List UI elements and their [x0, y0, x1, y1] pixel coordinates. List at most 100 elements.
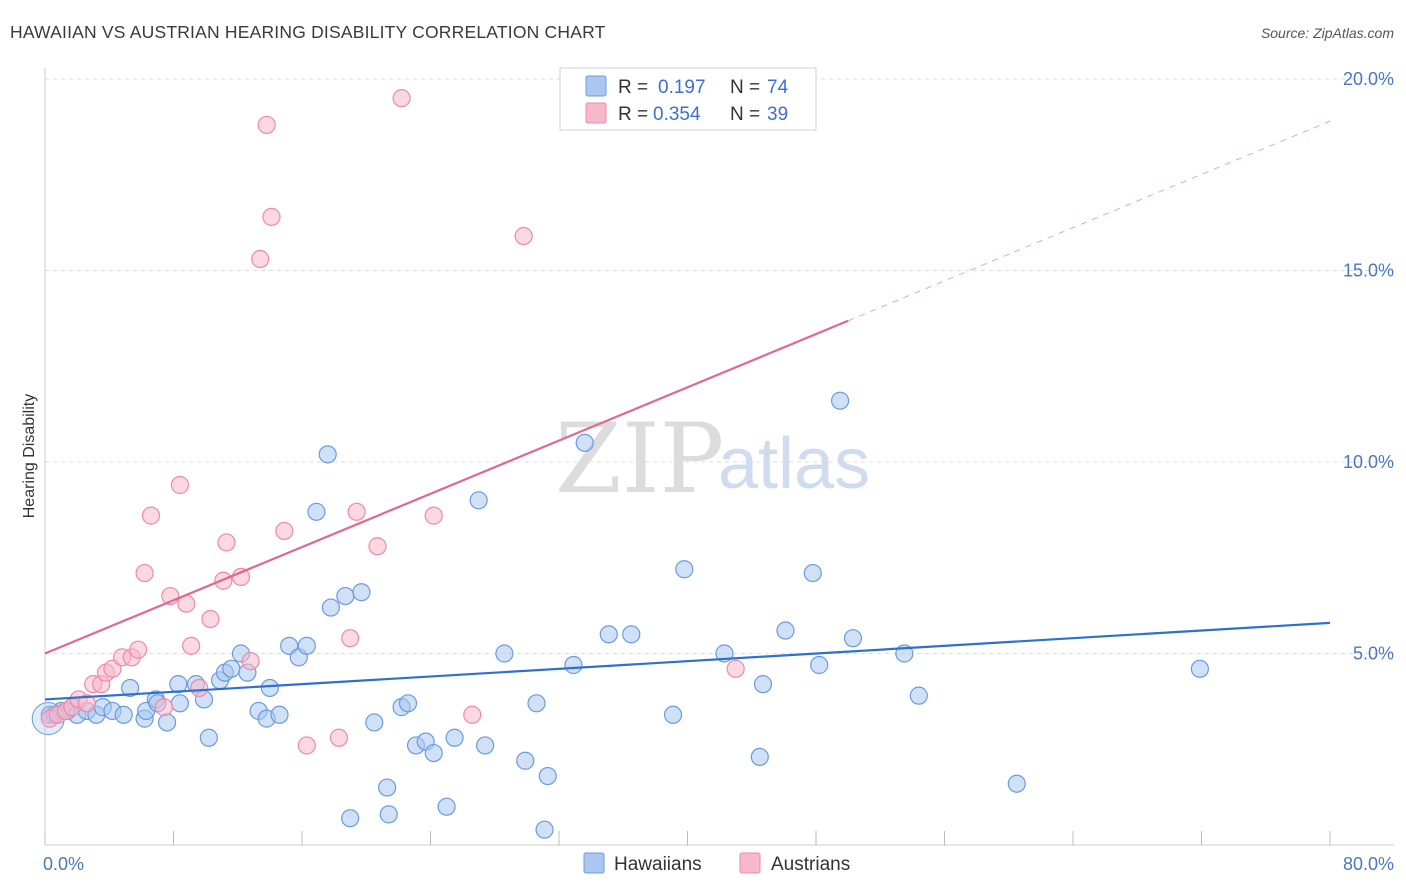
- legend-r-label-hawaiians: R =: [618, 77, 648, 98]
- hawaiian-point: [437, 797, 456, 816]
- austrian-point: [241, 652, 260, 671]
- hawaiian-point: [810, 655, 829, 675]
- hawaiian-point: [599, 625, 618, 644]
- hawaiian-point: [469, 491, 488, 510]
- austrian-point: [129, 640, 148, 659]
- hawaiian-point: [445, 728, 464, 747]
- hawaiian-point: [297, 636, 316, 655]
- y-tick-label: 15.0%: [1343, 261, 1394, 281]
- hawaiian-point: [1007, 774, 1026, 793]
- bottom-legend-austrians: Austrians: [771, 854, 850, 875]
- y-tick-labels: 5.0% 10.0% 15.0% 20.0%: [1343, 69, 1394, 664]
- bottom-legend-swatch-austrians: [739, 852, 761, 874]
- austrian-point: [77, 694, 96, 713]
- legend-n-value-hawaiians: 74: [767, 77, 789, 98]
- hawaiian-point: [121, 678, 140, 698]
- austrian-point: [347, 502, 366, 521]
- austrian-point: [262, 207, 281, 226]
- series-legend: Hawaiians Austrians: [583, 852, 850, 875]
- bottom-legend-hawaiians: Hawaiians: [614, 854, 702, 875]
- austrian-point: [170, 475, 190, 495]
- austrian-point: [392, 89, 411, 108]
- austrian-point: [726, 659, 745, 678]
- x-tick-label: 0.0%: [43, 854, 84, 874]
- y-tick-label: 5.0%: [1353, 644, 1394, 664]
- y-axis-label: Hearing Disability: [21, 394, 38, 519]
- hawaiian-point: [843, 629, 863, 648]
- hawaiian-point: [222, 659, 241, 678]
- austrian-point: [154, 698, 173, 717]
- hawaiian-point: [307, 502, 326, 521]
- hawaiian-point: [663, 705, 683, 724]
- hawaiian-point: [341, 809, 360, 828]
- x-tick-label: 80.0%: [1343, 854, 1394, 874]
- austrian-point: [297, 736, 316, 755]
- hawaiian-point: [909, 686, 928, 705]
- austrian-point: [424, 506, 443, 525]
- austrian-point: [190, 678, 209, 698]
- hawaiian-point: [1190, 659, 1209, 678]
- hawaiian-point: [157, 713, 177, 732]
- austrian-point: [257, 115, 276, 135]
- hawaiian-point: [476, 736, 495, 755]
- hawaiian-point: [622, 625, 641, 644]
- legend-r-label-austrians: R =: [618, 104, 648, 125]
- bottom-legend-swatch-hawaiians: [583, 852, 605, 874]
- hawaiian-point: [535, 820, 554, 839]
- austrian-point: [463, 705, 482, 724]
- trend-line-hawaiians: [44, 621, 1331, 701]
- hawaiian-point: [803, 563, 822, 583]
- hawaiian-point: [675, 560, 694, 579]
- austrian-point: [368, 537, 387, 556]
- hawaiian-point: [516, 751, 535, 770]
- hawaiian-point: [424, 743, 443, 763]
- austrian-point: [201, 609, 220, 629]
- hawaiian-point: [270, 705, 289, 724]
- hawaiian-point: [753, 675, 773, 694]
- watermark: ZIP atlas: [555, 403, 870, 515]
- watermark-atlas: atlas: [718, 424, 870, 504]
- austrian-point: [329, 728, 349, 747]
- legend-r-value-austrians: 0.354: [653, 104, 701, 125]
- hawaiian-point: [575, 433, 594, 452]
- trend-line-austrians-extrapolated: [847, 120, 1331, 322]
- stats-legend: R = 0.197 N = 74 R = 0.354 N = 39: [559, 67, 817, 131]
- hawaiian-point: [199, 728, 218, 747]
- legend-n-value-austrians: 39: [767, 104, 788, 125]
- chart-title: HAWAIIAN VS AUSTRIAN HEARING DISABILITY …: [10, 22, 606, 42]
- hawaiian-point: [776, 621, 795, 640]
- austrian-point: [217, 533, 236, 552]
- y-tick-label: 20.0%: [1343, 69, 1394, 89]
- y-tick-label: 10.0%: [1343, 452, 1394, 472]
- chart-source: Source: ZipAtlas.com: [1261, 25, 1394, 41]
- hawaiian-point: [336, 586, 355, 606]
- austrian-point: [141, 506, 161, 525]
- austrian-point: [514, 226, 533, 246]
- trend-line-austrians: [44, 319, 849, 655]
- hawaiian-point: [318, 445, 337, 464]
- hawaiian-point: [365, 713, 384, 732]
- watermark-zip: ZIP: [555, 403, 724, 515]
- gridlines: [45, 78, 1394, 654]
- hawaiian-point: [398, 694, 418, 713]
- hawaiian-point: [170, 694, 190, 713]
- legend-swatch-hawaiians: [585, 75, 607, 97]
- hawaiian-point: [495, 644, 514, 663]
- legend-r-value-hawaiians: 0.197: [658, 77, 706, 98]
- hawaiian-point: [378, 778, 397, 797]
- hawaiian-point: [352, 583, 371, 602]
- austrian-point: [341, 629, 360, 648]
- hawaiian-point: [114, 705, 133, 724]
- legend-n-label-austrians: N =: [730, 104, 760, 125]
- hawaiian-point: [169, 675, 188, 694]
- hawaiian-point: [830, 391, 850, 410]
- austrian-point: [135, 563, 154, 583]
- hawaiian-point: [750, 747, 769, 767]
- hawaiian-point: [379, 805, 398, 824]
- hawaiian-point: [260, 678, 279, 698]
- austrian-point: [275, 521, 294, 541]
- hawaiian-point: [538, 766, 557, 786]
- austrian-point: [182, 636, 201, 655]
- hawaiian-point: [564, 655, 583, 675]
